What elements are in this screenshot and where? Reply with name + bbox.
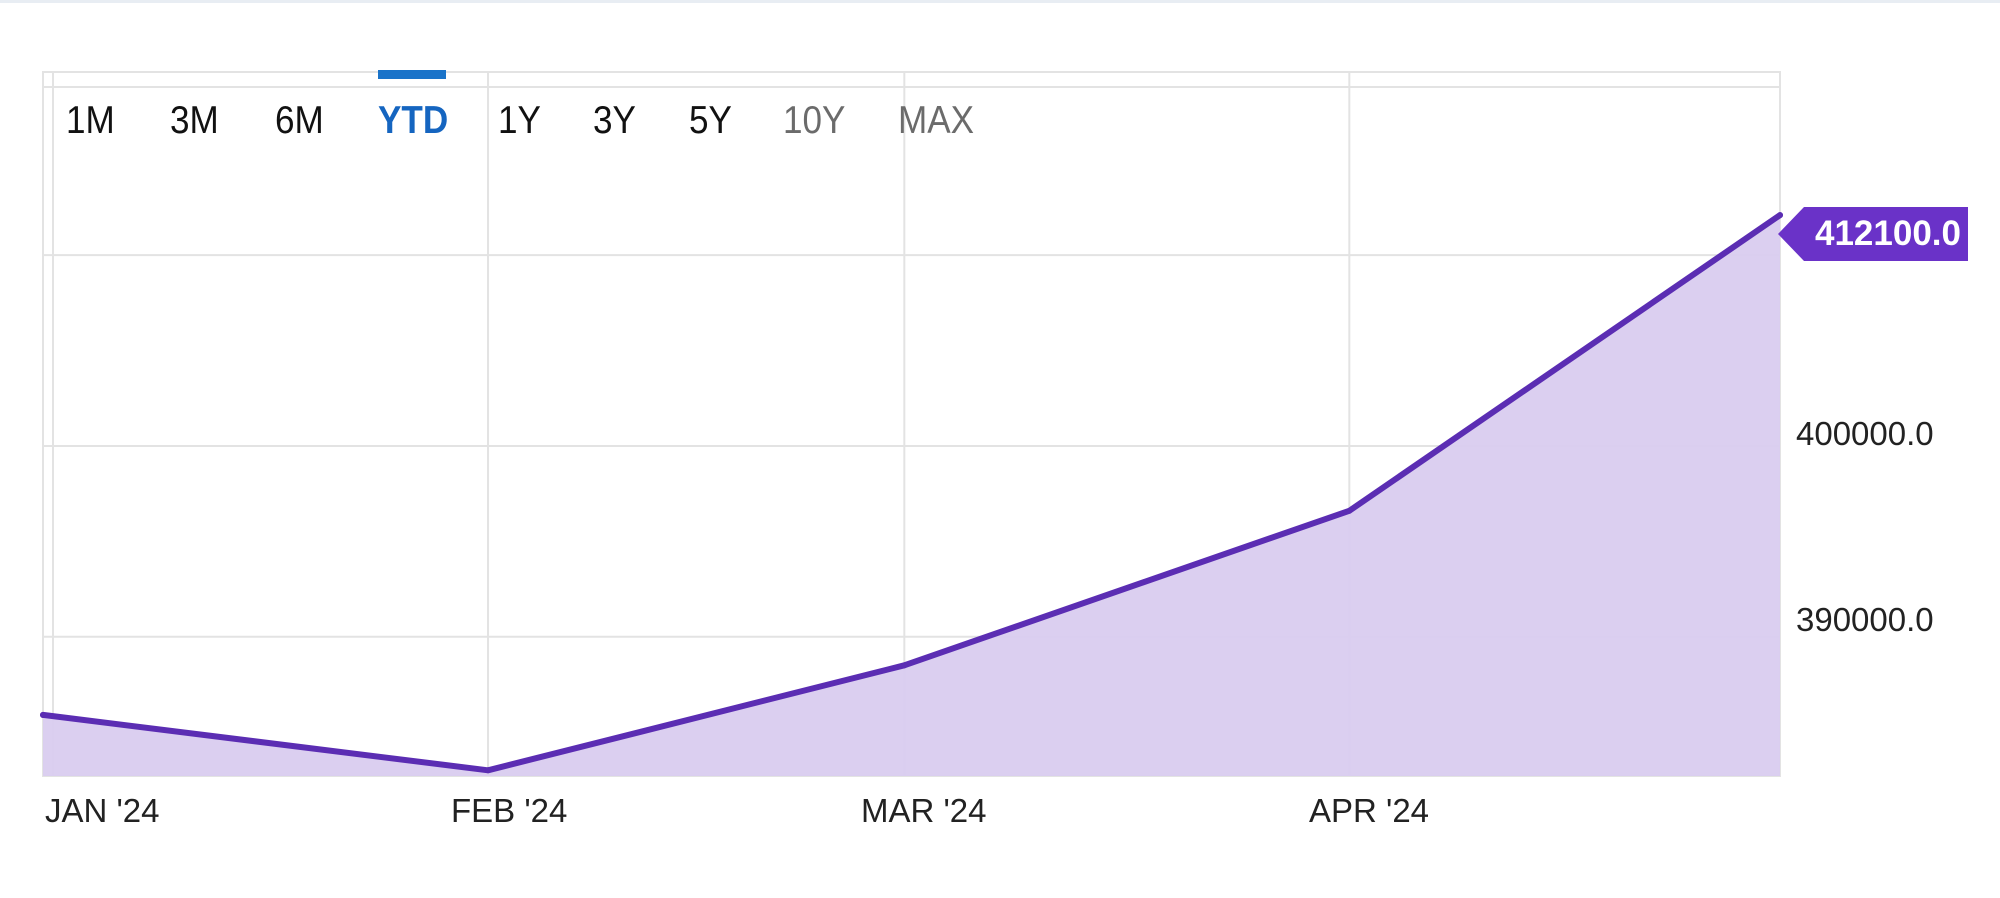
y-tick-label-400000: 400000.0 [1796,415,1934,452]
x-tick-label-apr: APR '24 [1309,792,1430,829]
data-point-2024-02-01 [485,767,492,774]
range-button-1y[interactable]: 1Y [498,99,541,142]
x-tick-label-feb: FEB '24 [451,792,568,829]
series-area [43,215,1780,777]
last-price-value: 412100.0 [1815,214,1961,253]
range-button-3y[interactable]: 3Y [593,99,636,142]
active-range-indicator [378,70,446,79]
data-point-2024-01-01 [40,711,46,718]
range-button-6m[interactable]: 6M [275,99,324,142]
x-tick-label-jan: JAN '24 [45,792,160,829]
y-tick-label-390000: 390000.0 [1796,601,1934,638]
range-button-ytd[interactable]: YTD [378,99,449,142]
data-point-2024-04-01 [1346,507,1353,514]
range-button-5y[interactable]: 5Y [689,99,732,142]
data-point-2024-03-01 [901,662,908,669]
top-divider [0,0,2000,3]
range-selector: 1M 3M 6M YTD 1Y 3Y 5Y 10Y MAX [0,0,2000,160]
range-button-1m[interactable]: 1M [66,99,115,142]
range-button-max: MAX [898,99,975,142]
last-price-tag: 412100.0 [1778,207,1968,261]
x-tick-label-mar: MAR '24 [861,792,987,829]
data-point-2024-05-01 [1777,212,1783,219]
range-button-3m[interactable]: 3M [170,99,219,142]
range-button-10y: 10Y [783,99,846,142]
